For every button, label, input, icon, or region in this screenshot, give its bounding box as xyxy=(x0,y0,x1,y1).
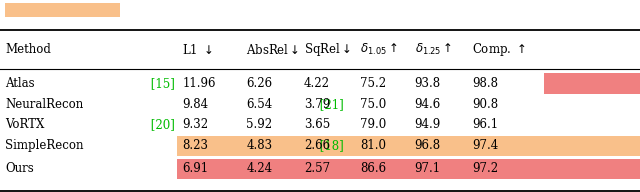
Text: 86.6: 86.6 xyxy=(360,162,387,175)
FancyBboxPatch shape xyxy=(177,159,640,179)
Text: 81.0: 81.0 xyxy=(360,139,387,152)
Text: [18]: [18] xyxy=(316,139,344,152)
Text: 75.0: 75.0 xyxy=(360,98,387,111)
Text: 96.8: 96.8 xyxy=(415,139,441,152)
Text: 4.83: 4.83 xyxy=(246,139,273,152)
Text: 9.84: 9.84 xyxy=(182,98,209,111)
Text: 97.2: 97.2 xyxy=(472,162,499,175)
Text: VoRTX: VoRTX xyxy=(5,118,45,131)
Text: 3.65: 3.65 xyxy=(304,118,330,131)
Text: 94.6: 94.6 xyxy=(415,98,441,111)
Text: 5.92: 5.92 xyxy=(246,118,273,131)
Text: 94.9: 94.9 xyxy=(415,118,441,131)
Text: 6.26: 6.26 xyxy=(246,77,273,90)
Text: 75.2: 75.2 xyxy=(360,77,387,90)
Text: 90.8: 90.8 xyxy=(472,98,499,111)
Text: $\delta_{1.25}$$\uparrow$: $\delta_{1.25}$$\uparrow$ xyxy=(415,42,452,57)
Text: 79.0: 79.0 xyxy=(360,118,387,131)
Text: 4.22: 4.22 xyxy=(304,77,330,90)
Text: [21]: [21] xyxy=(316,98,344,111)
Text: 9.32: 9.32 xyxy=(182,118,209,131)
FancyBboxPatch shape xyxy=(177,136,640,156)
Text: 8.23: 8.23 xyxy=(182,139,209,152)
Text: 4.24: 4.24 xyxy=(246,162,273,175)
Text: NeuralRecon: NeuralRecon xyxy=(5,98,83,111)
Text: 2.57: 2.57 xyxy=(304,162,330,175)
Text: 97.1: 97.1 xyxy=(415,162,441,175)
Text: 6.91: 6.91 xyxy=(182,162,209,175)
Text: Atlas: Atlas xyxy=(5,77,35,90)
Text: 6.54: 6.54 xyxy=(246,98,273,111)
FancyBboxPatch shape xyxy=(5,3,120,17)
FancyBboxPatch shape xyxy=(544,73,640,94)
Text: SqRel$\downarrow$: SqRel$\downarrow$ xyxy=(304,41,351,58)
Text: L1 $\downarrow$: L1 $\downarrow$ xyxy=(182,43,213,57)
Text: 93.8: 93.8 xyxy=(415,77,441,90)
Text: 2.66: 2.66 xyxy=(304,139,330,152)
Text: 11.96: 11.96 xyxy=(182,77,216,90)
Text: Method: Method xyxy=(5,43,51,56)
Text: SimpleRecon: SimpleRecon xyxy=(5,139,84,152)
Text: $\delta_{1.05}$$\uparrow$: $\delta_{1.05}$$\uparrow$ xyxy=(360,42,398,57)
Text: 3.79: 3.79 xyxy=(304,98,330,111)
Text: Ours: Ours xyxy=(5,162,34,175)
Text: AbsRel$\downarrow$: AbsRel$\downarrow$ xyxy=(246,43,300,57)
Text: 97.4: 97.4 xyxy=(472,139,499,152)
Text: Comp. $\uparrow$: Comp. $\uparrow$ xyxy=(472,41,526,58)
Text: [20]: [20] xyxy=(147,118,175,131)
Text: [15]: [15] xyxy=(147,77,175,90)
Text: 98.8: 98.8 xyxy=(472,77,499,90)
Text: 96.1: 96.1 xyxy=(472,118,499,131)
